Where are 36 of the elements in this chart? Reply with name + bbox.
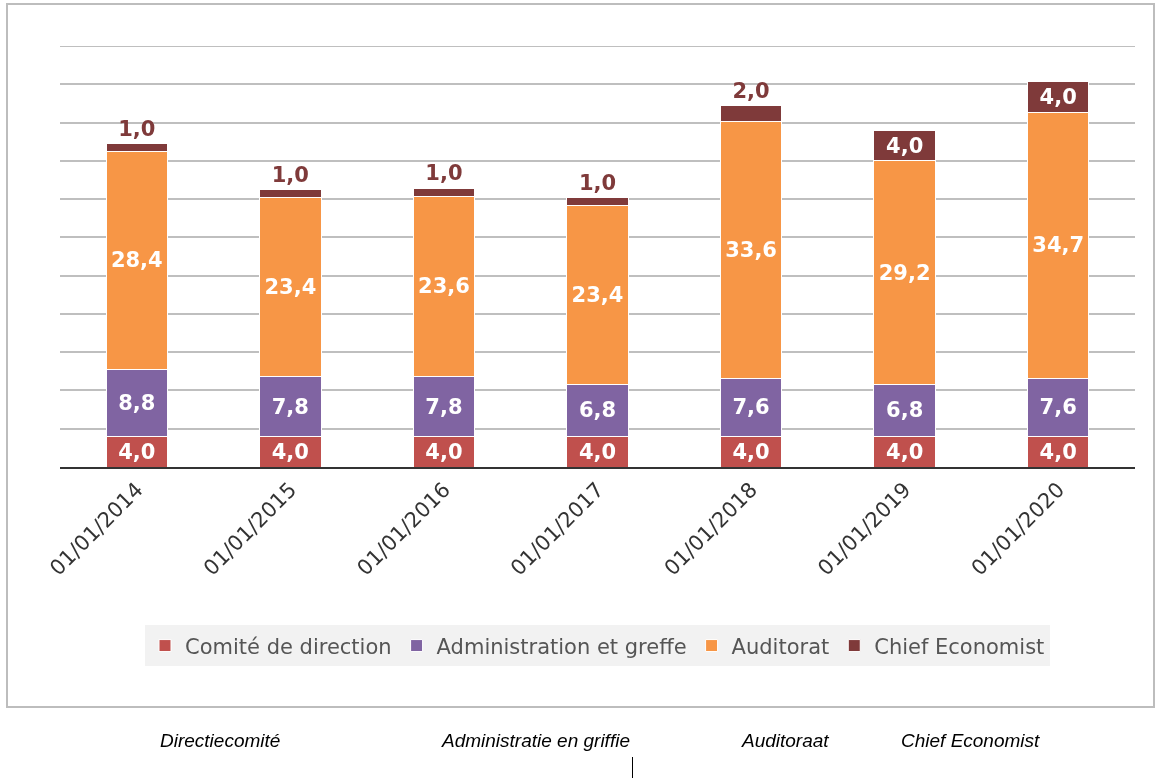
data-label: 7,6	[1039, 395, 1077, 420]
data-label: 4,0	[886, 133, 924, 158]
data-label: 23,4	[264, 275, 317, 300]
data-label: 4,0	[732, 439, 770, 464]
text: Auditoraat	[741, 730, 830, 751]
data-label: 8,8	[118, 390, 156, 415]
data-label: 4,0	[118, 439, 156, 464]
data-label: 23,4	[571, 282, 624, 307]
data-label: 33,6	[725, 237, 777, 262]
text: Chief Economist	[901, 730, 1041, 751]
legend-label: Comité de direction	[185, 634, 392, 659]
text: Directiecomité	[160, 730, 281, 751]
data-label: 1,0	[271, 162, 309, 187]
data-label: 1,0	[118, 116, 156, 141]
data-label: 4,0	[886, 439, 924, 464]
data-label: 6,8	[886, 398, 924, 423]
legend-label: Chief Economist	[874, 634, 1045, 659]
data-label: 6,8	[578, 398, 617, 423]
data-label: 7,6	[732, 395, 770, 420]
data-label: 7,8	[425, 394, 463, 419]
data-label: 4,0	[1039, 439, 1077, 464]
data-label: 1,0	[578, 170, 617, 195]
data-label: 23,6	[418, 274, 470, 299]
data-label: 34,7	[1032, 233, 1085, 258]
data-label: 29,2	[878, 260, 931, 285]
legend-label: Administration et greffe	[436, 634, 687, 659]
data-label: 4,0	[425, 439, 463, 464]
data-label: 28,4	[110, 248, 163, 273]
data-label: 2,0	[732, 78, 770, 103]
legend-label: Auditorat	[731, 634, 830, 659]
data-label: 1,0	[425, 161, 463, 186]
data-label: 7,8	[271, 394, 309, 419]
data-label: 4,0	[271, 439, 309, 464]
data-label: 4,0	[1039, 85, 1077, 110]
data-label: 4,0	[578, 439, 617, 464]
text: Administratie en griffie	[441, 730, 630, 751]
